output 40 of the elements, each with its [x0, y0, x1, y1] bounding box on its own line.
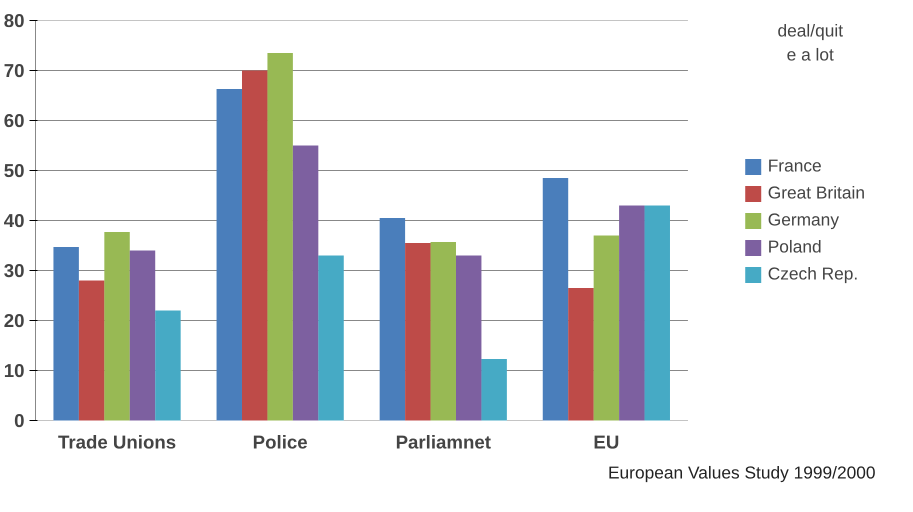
bar: [456, 256, 482, 420]
bar: [155, 310, 181, 420]
y-tick-label: 50: [4, 160, 25, 181]
y-tick-label: 0: [14, 410, 25, 431]
x-tick-label: Police: [252, 432, 308, 452]
legend-label: Great Britain: [768, 182, 865, 204]
legend-label: France: [768, 156, 822, 176]
text: deal/quit e a lot: [778, 20, 844, 64]
bar: [619, 206, 645, 420]
bar: [542, 178, 568, 420]
y-tick-label: 20: [4, 310, 25, 331]
bar: [104, 232, 130, 420]
bar: [216, 89, 242, 420]
y-tick-label: 80: [4, 10, 25, 31]
y-tick-label: 10: [4, 360, 25, 381]
bar: [78, 280, 104, 420]
y-tick-label: 70: [4, 60, 25, 81]
bar: [292, 146, 318, 420]
x-tick-label: Trade Unions: [58, 432, 176, 452]
legend-label: Czech Rep.: [768, 264, 858, 284]
bar: [644, 206, 670, 420]
bar: [481, 359, 507, 420]
y-tick-label: 30: [4, 260, 25, 281]
bar: [318, 256, 344, 420]
text: European Values Study 1999/2000: [608, 462, 876, 482]
bar: [594, 236, 620, 420]
bar: [568, 288, 594, 420]
y-tick-label: 60: [4, 110, 25, 131]
bar: [430, 242, 456, 420]
y-tick-label: 40: [4, 210, 25, 231]
x-tick-label: EU: [593, 432, 620, 452]
x-tick-label: Parliamnet: [396, 432, 491, 452]
bar: [242, 70, 268, 420]
bar: [130, 250, 156, 420]
bar: [53, 247, 79, 420]
bar: [267, 53, 293, 420]
legend-label: Poland: [768, 236, 822, 258]
legend-label: Germany: [768, 210, 839, 230]
bar: [380, 218, 406, 420]
bar: [405, 243, 431, 420]
